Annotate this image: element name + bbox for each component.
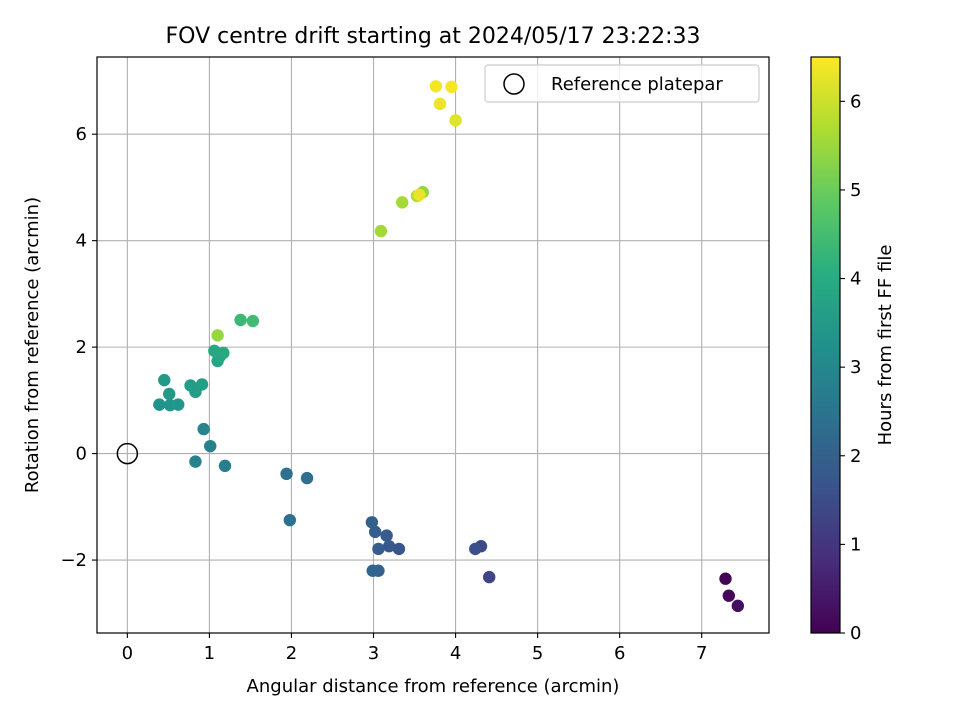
- data-point: [163, 387, 176, 401]
- data-point: [246, 314, 260, 328]
- data-point: [195, 378, 209, 391]
- data-point: [483, 570, 496, 584]
- data-point: [184, 379, 197, 392]
- data-point: [372, 542, 385, 556]
- x-tick-label: 3: [368, 643, 379, 664]
- x-tick-label: 6: [614, 643, 625, 664]
- colorbar-tick-label: 1: [850, 534, 861, 555]
- data-point: [197, 422, 210, 436]
- data-point: [445, 80, 458, 94]
- colorbar-gradient: [810, 56, 841, 634]
- data-point: [722, 589, 735, 602]
- y-tick-label: 6: [76, 124, 87, 145]
- data-point: [234, 313, 247, 327]
- y-tick-label: 0: [76, 444, 87, 465]
- data-point: [153, 398, 166, 411]
- data-point: [218, 459, 232, 473]
- y-axis-ticks: −2 0 2 4 6: [60, 124, 97, 571]
- y-tick-label: 4: [76, 231, 87, 252]
- data-points: [153, 80, 745, 613]
- legend: Reference platepar: [484, 64, 760, 103]
- grid-lines: [97, 57, 769, 633]
- data-point: [433, 97, 447, 111]
- data-point: [380, 529, 393, 542]
- data-point: [158, 373, 171, 387]
- x-axis-ticks: 0 1 2 3 4 5 6 7: [122, 633, 707, 664]
- x-tick-label: 7: [696, 643, 707, 664]
- data-point: [382, 540, 396, 553]
- data-point: [189, 455, 202, 468]
- data-point: [283, 513, 297, 527]
- legend-box: [484, 64, 760, 103]
- colorbar-tick-label: 3: [850, 357, 861, 378]
- x-axis-label: Angular distance from reference (arcmin): [247, 676, 620, 697]
- data-point: [392, 542, 406, 556]
- chart-title: FOV centre drift starting at 2024/05/17 …: [166, 24, 701, 49]
- data-point: [429, 80, 443, 93]
- data-point: [217, 346, 230, 360]
- y-axis-label: Rotation from reference (arcmin): [22, 197, 43, 493]
- data-point: [469, 542, 482, 556]
- data-point: [280, 467, 293, 481]
- x-tick-label: 2: [286, 643, 297, 664]
- data-point: [368, 525, 382, 539]
- x-tick-label: 1: [204, 643, 215, 664]
- reference-platepar-marker: [116, 442, 139, 465]
- legend-open-circle-marker: [503, 73, 525, 95]
- data-point: [731, 599, 745, 613]
- data-point: [396, 196, 409, 209]
- colorbar-tick-label: 0: [850, 623, 861, 644]
- y-tick-label: −2: [60, 550, 87, 571]
- x-tick-label: 4: [450, 643, 461, 664]
- colorbar-tick-label: 4: [850, 269, 861, 290]
- x-tick-label: 5: [532, 643, 543, 664]
- x-tick-label: 0: [122, 643, 133, 664]
- colorbar-label: Hours from first FF file: [875, 245, 896, 446]
- colorbar-tick-label: 5: [850, 180, 861, 201]
- data-point: [204, 439, 217, 453]
- data-point: [449, 114, 462, 127]
- y-tick-label: 2: [76, 337, 87, 358]
- data-point: [211, 329, 224, 342]
- data-point: [172, 398, 185, 411]
- data-point: [300, 471, 314, 485]
- plot-frame: [96, 56, 770, 634]
- colorbar-ticks: 0 1 2 3 4 5 6: [840, 91, 861, 644]
- colorbar-tick-label: 6: [850, 91, 861, 112]
- data-point: [366, 564, 379, 577]
- legend-label-reference-platepar: Reference platepar: [551, 74, 723, 95]
- data-point: [719, 572, 732, 585]
- data-point: [413, 188, 426, 202]
- colorbar: 0 1 2 3 4 5 6 Hours from first FF file: [810, 56, 896, 644]
- data-point: [374, 224, 388, 238]
- data-point: [365, 516, 379, 529]
- reference-point-circle: [116, 442, 139, 465]
- colorbar-tick-label: 2: [850, 446, 861, 467]
